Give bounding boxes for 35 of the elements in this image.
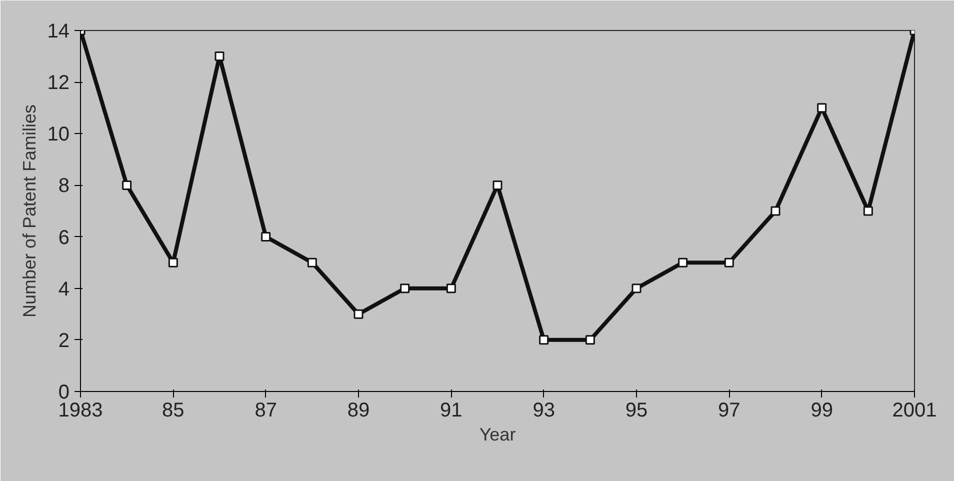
point [214,52,224,62]
y-tick-label: 4 [58,278,70,300]
x-axis-title: Year [479,424,516,444]
x-tick-label: 97 [718,400,740,422]
x-tick-label: 91 [440,400,462,422]
point [770,206,780,216]
y-tick-label: 10 [47,124,70,146]
point [354,309,364,319]
point [678,258,688,268]
point [539,335,549,345]
point [446,284,456,294]
x-tick-label: 95 [625,400,648,422]
point [307,258,317,268]
point [863,206,873,216]
x-tick-label: 2001 [892,400,937,422]
y-tick-label: 14 [47,20,70,42]
x-tick-label: 89 [347,400,370,422]
point [168,258,178,268]
point [261,232,271,242]
x-tick-label: 93 [532,400,555,422]
x-tick-label: 85 [162,400,184,422]
x-tick-label: 99 [810,400,833,422]
y-tick-label: 12 [47,72,70,94]
y-tick-label: 2 [58,330,70,352]
point [492,180,502,190]
point [632,284,642,294]
x-tick-label: 87 [254,400,277,422]
point [585,335,595,345]
point [817,103,827,113]
point [400,284,410,294]
point [122,180,132,190]
y-axis-title: Number of Patent Families [19,104,40,318]
y-tick-label: 8 [58,175,70,198]
point [724,258,734,268]
y-tick-label: 6 [58,226,70,249]
